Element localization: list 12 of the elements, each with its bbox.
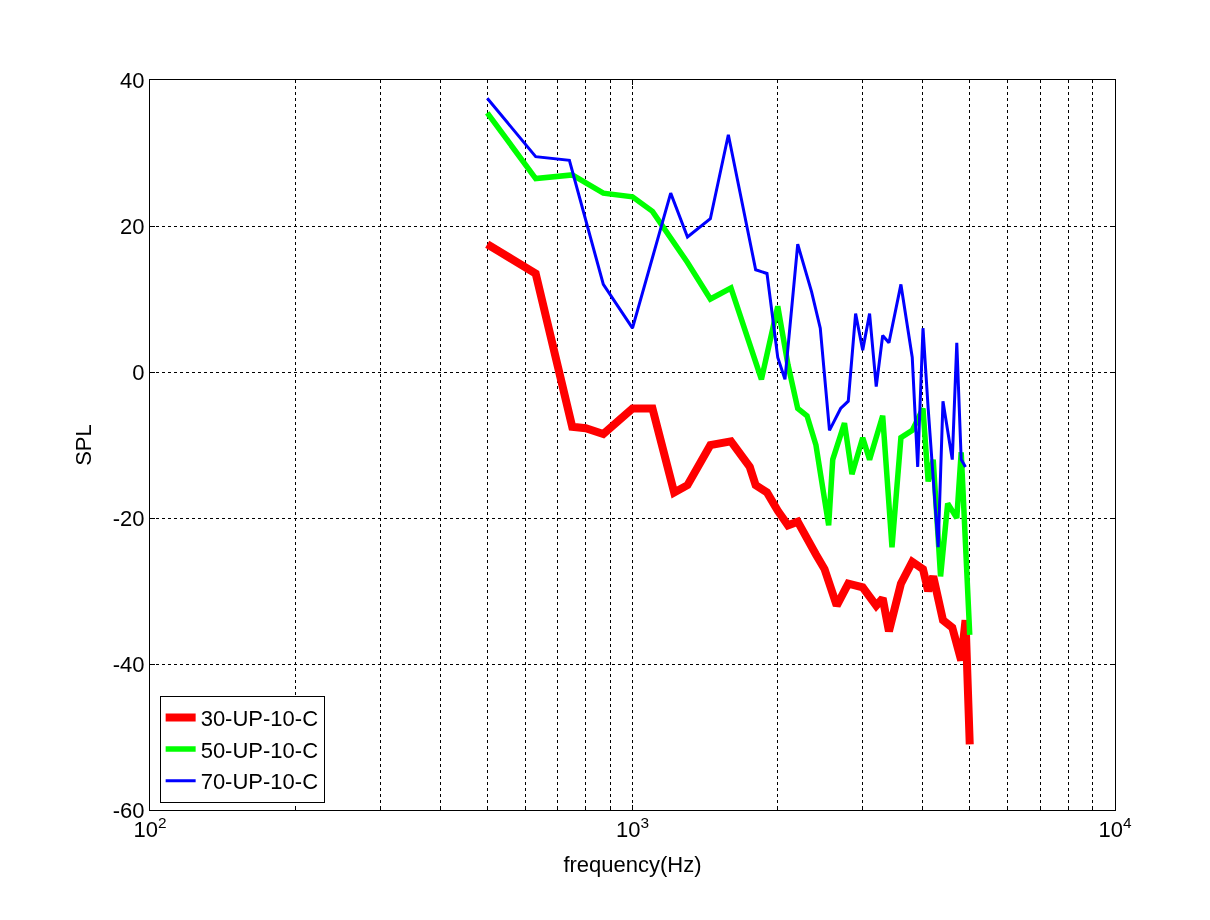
- x-tick-label: 10$^{3}$: [615, 814, 650, 843]
- y-tick-label: 0: [132, 359, 145, 385]
- x-tick-label: 10$^{4}$: [1098, 814, 1132, 843]
- y-tick-label: -40: [112, 651, 145, 677]
- y-tick-label: 40: [120, 67, 145, 93]
- y-tick-label: -20: [112, 505, 145, 531]
- legend-label: 50-UP-10-C: [200, 737, 319, 763]
- x-axis-title: frequency(Hz): [563, 852, 702, 878]
- y-axis-title: SPL: [70, 424, 96, 466]
- legend-label: 70-UP-10-C: [200, 769, 319, 795]
- legend-label: 30-UP-10-C: [200, 706, 319, 732]
- y-tick-label: 20: [120, 213, 145, 239]
